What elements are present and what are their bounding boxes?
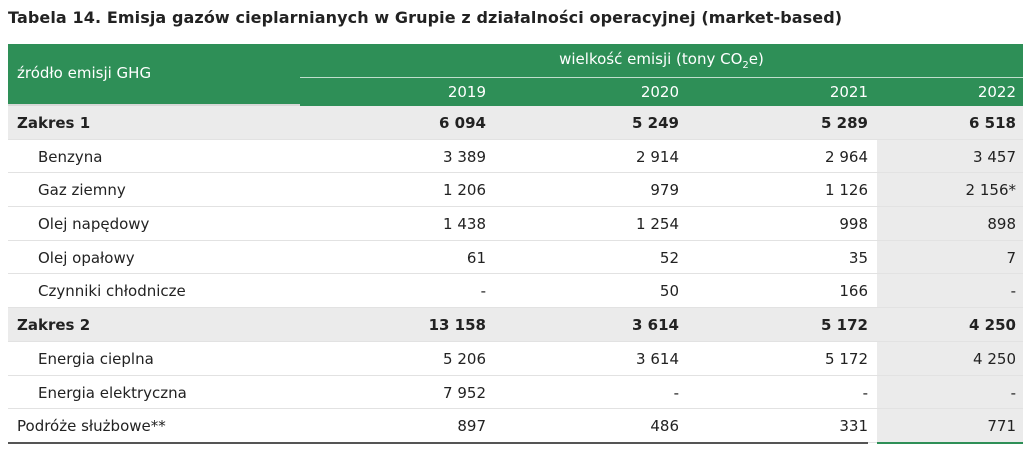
row-value: 5 172 — [821, 316, 868, 335]
row-value: 13 158 — [428, 316, 486, 335]
year-header-2019: 2019 — [447, 83, 486, 101]
table-bottom-rule — [8, 441, 868, 444]
row-value: - — [480, 282, 486, 301]
table-row: Podróże służbowe** 897 486 331 771 — [8, 409, 1023, 444]
row-value: 1 206 — [443, 181, 486, 200]
row-label: Zakres 1 — [17, 114, 91, 132]
unit-header: wielkość emisji (tony CO2e) — [300, 50, 1023, 71]
row-value: - — [1010, 282, 1016, 301]
row-value: 2 156* — [965, 181, 1016, 200]
row-label: Energia elektryczna — [38, 383, 187, 402]
row-value: 3 457 — [973, 147, 1016, 166]
row-value: 6 094 — [439, 114, 486, 132]
table-title: Tabela 14. Emisja gazów cieplarnianych w… — [8, 8, 843, 27]
unit-subscript: 2 — [742, 60, 749, 71]
table-row: Czynniki chłodnicze - 50 166 - — [8, 274, 1023, 309]
highlight-column-cell — [877, 173, 1023, 207]
header-bottom-band — [8, 104, 300, 106]
highlight-column-cell — [877, 240, 1023, 274]
table-bottom-rule-highlight — [877, 441, 1023, 444]
table-row: Benzyna 3 389 2 914 2 964 3 457 — [8, 139, 1023, 174]
row-value: 1 438 — [443, 215, 486, 234]
row-value: 61 — [466, 248, 486, 267]
highlight-column-cell — [877, 341, 1023, 375]
source-column-header: źródło emisji GHG — [17, 64, 152, 82]
row-value: 52 — [659, 248, 679, 267]
row-label: Energia cieplna — [38, 349, 154, 368]
row-value: 6 518 — [969, 114, 1016, 132]
highlight-column-cell — [877, 409, 1023, 442]
row-value: 771 — [987, 417, 1016, 436]
row-value: 50 — [659, 282, 679, 301]
row-value: 2 964 — [825, 147, 868, 166]
table-row: Olej napędowy 1 438 1 254 998 898 — [8, 207, 1023, 241]
row-label: Zakres 2 — [17, 316, 91, 335]
row-value: 1 254 — [636, 215, 679, 234]
row-value: 898 — [987, 215, 1016, 234]
highlight-column-cell — [877, 375, 1023, 409]
row-label: Olej napędowy — [38, 215, 150, 234]
row-value: 4 250 — [969, 316, 1016, 335]
year-header-2022: 2022 — [977, 83, 1016, 101]
row-value: 979 — [650, 181, 679, 200]
row-value: 35 — [848, 248, 868, 267]
row-label: Benzyna — [38, 147, 103, 166]
row-value: 3 389 — [443, 147, 486, 166]
unit-suffix: e) — [748, 50, 764, 68]
row-value: - — [673, 383, 679, 402]
table-row: Zakres 1 6 094 5 249 5 289 6 518 — [8, 106, 1023, 140]
row-value: 331 — [839, 417, 868, 436]
row-label: Czynniki chłodnicze — [38, 282, 186, 301]
row-value: - — [1010, 383, 1016, 402]
unit-prefix: wielkość emisji (tony CO — [559, 50, 743, 68]
row-value: 897 — [457, 417, 486, 436]
row-value: 5 249 — [632, 114, 679, 132]
header-divider — [300, 77, 1023, 78]
row-value: 3 614 — [636, 349, 679, 368]
table-header: źródło emisji GHG wielkość emisji (tony … — [8, 44, 1023, 106]
table-row: Gaz ziemny 1 206 979 1 126 2 156* — [8, 173, 1023, 208]
highlight-column-cell — [877, 274, 1023, 308]
row-label: Olej opałowy — [38, 248, 135, 267]
table-row: Energia elektryczna 7 952 - - - — [8, 375, 1023, 410]
highlight-column-cell — [877, 207, 1023, 240]
row-value: 5 172 — [825, 349, 868, 368]
emissions-table: źródło emisji GHG wielkość emisji (tony … — [8, 44, 1023, 444]
row-value: 7 952 — [443, 383, 486, 402]
row-value: 998 — [839, 215, 868, 234]
row-value: 1 126 — [825, 181, 868, 200]
table-row: Zakres 2 13 158 3 614 5 172 4 250 — [8, 308, 1023, 342]
row-value: 3 614 — [632, 316, 679, 335]
year-header-2020: 2020 — [640, 83, 679, 101]
table-row: Energia cieplna 5 206 3 614 5 172 4 250 — [8, 341, 1023, 376]
row-value: 2 914 — [636, 147, 679, 166]
row-label: Gaz ziemny — [38, 181, 126, 200]
table-body: Zakres 1 6 094 5 249 5 289 6 518 Benzyna 3 389… — [8, 106, 1023, 444]
row-value: 4 250 — [973, 349, 1016, 368]
row-value: 5 289 — [821, 114, 868, 132]
row-value: 166 — [839, 282, 868, 301]
row-value: 7 — [1006, 248, 1016, 267]
row-label: Podróże służbowe** — [17, 417, 166, 436]
highlight-column-cell — [877, 139, 1023, 173]
table-row: Olej opałowy 61 52 35 7 — [8, 240, 1023, 275]
year-header-2021: 2021 — [829, 83, 868, 101]
row-value: - — [862, 383, 868, 402]
row-value: 5 206 — [443, 349, 486, 368]
row-value: 486 — [650, 417, 679, 436]
